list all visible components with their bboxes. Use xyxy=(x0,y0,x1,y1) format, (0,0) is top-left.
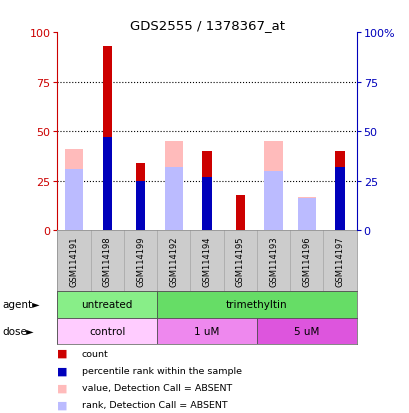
Text: agent: agent xyxy=(2,300,32,310)
Bar xyxy=(297,197,315,230)
Bar xyxy=(297,199,315,230)
Bar xyxy=(235,195,244,230)
Text: ■: ■ xyxy=(57,399,68,409)
Text: ►: ► xyxy=(29,300,39,310)
Bar xyxy=(135,164,145,230)
Text: rank, Detection Call = ABSENT: rank, Detection Call = ABSENT xyxy=(82,400,227,409)
Text: GSM114199: GSM114199 xyxy=(136,236,145,286)
Text: untreated: untreated xyxy=(81,300,133,310)
Bar xyxy=(335,167,344,230)
Text: value, Detection Call = ABSENT: value, Detection Call = ABSENT xyxy=(82,383,231,392)
Text: GSM114198: GSM114198 xyxy=(103,236,112,286)
Bar xyxy=(164,167,182,230)
Text: ►: ► xyxy=(23,326,34,336)
Bar xyxy=(256,318,356,344)
Text: ■: ■ xyxy=(57,382,68,392)
Bar xyxy=(135,181,145,230)
Bar xyxy=(102,138,112,230)
Bar xyxy=(202,152,211,230)
Text: GSM114193: GSM114193 xyxy=(268,236,277,286)
Text: 5 uM: 5 uM xyxy=(293,326,319,336)
Text: percentile rank within the sample: percentile rank within the sample xyxy=(82,366,241,375)
Bar xyxy=(57,318,157,344)
Bar xyxy=(157,318,256,344)
Text: count: count xyxy=(82,349,108,358)
Text: GSM114195: GSM114195 xyxy=(235,236,244,286)
Bar xyxy=(264,142,282,230)
Text: GSM114192: GSM114192 xyxy=(169,236,178,286)
Text: ■: ■ xyxy=(57,365,68,375)
Text: ■: ■ xyxy=(57,348,68,358)
Bar xyxy=(157,292,356,318)
Text: GSM114196: GSM114196 xyxy=(301,236,310,286)
Bar xyxy=(102,47,112,230)
Bar xyxy=(65,169,83,230)
Text: control: control xyxy=(89,326,125,336)
Text: 1 uM: 1 uM xyxy=(194,326,219,336)
Bar xyxy=(335,152,344,230)
Title: GDS2555 / 1378367_at: GDS2555 / 1378367_at xyxy=(129,19,284,32)
Text: trimethyltin: trimethyltin xyxy=(226,300,287,310)
Text: GSM114194: GSM114194 xyxy=(202,236,211,286)
Bar xyxy=(65,150,83,230)
Text: dose: dose xyxy=(2,326,27,336)
Bar xyxy=(202,177,211,230)
Text: GSM114197: GSM114197 xyxy=(335,236,344,286)
Bar xyxy=(164,142,182,230)
Bar xyxy=(57,292,157,318)
Text: GSM114191: GSM114191 xyxy=(70,236,79,286)
Bar xyxy=(264,171,282,230)
